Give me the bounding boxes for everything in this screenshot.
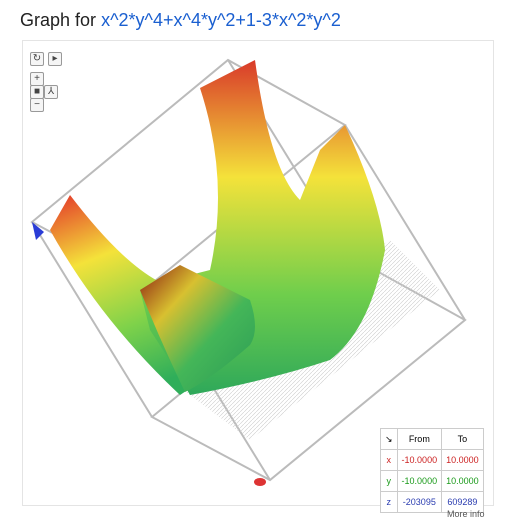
reset-button[interactable]: ↻: [30, 52, 44, 66]
axis-name: x: [380, 449, 398, 471]
range-from[interactable]: -10.0000: [396, 449, 443, 471]
zoom-in-button[interactable]: +: [30, 72, 44, 86]
zoom-out-button[interactable]: −: [30, 98, 44, 112]
column-header: From: [396, 428, 443, 450]
range-to[interactable]: 10.0000: [441, 470, 484, 492]
camera-button[interactable]: ■: [30, 85, 44, 99]
axis-name: z: [380, 491, 398, 513]
range-to[interactable]: 10.0000: [441, 449, 484, 471]
range-from[interactable]: -203095: [396, 491, 443, 513]
range-from[interactable]: -10.0000: [396, 470, 443, 492]
graph-frame: [22, 40, 494, 506]
play-button[interactable]: ▸: [48, 52, 62, 66]
range-table: ↘ From To x -10.0000 10.0000 y -10.0000 10.000…: [380, 428, 484, 513]
title: Graph for x^2*y^4+x^4*y^2+1-3*x^2*y^2: [20, 10, 341, 31]
axis-name: y: [380, 470, 398, 492]
title-prefix: Graph for: [20, 10, 97, 30]
axis-marker: [32, 222, 44, 240]
surface-center: [140, 265, 255, 392]
formula[interactable]: x^2*y^4+x^4*y^2+1-3*x^2*y^2: [101, 10, 341, 30]
column-header: To: [441, 428, 484, 450]
corner: ↘: [380, 428, 398, 450]
axes-button[interactable]: ⅄: [44, 85, 58, 99]
more-info-link[interactable]: More info: [447, 509, 485, 519]
range-to[interactable]: 609289: [441, 491, 484, 513]
axis-marker: [254, 478, 266, 486]
